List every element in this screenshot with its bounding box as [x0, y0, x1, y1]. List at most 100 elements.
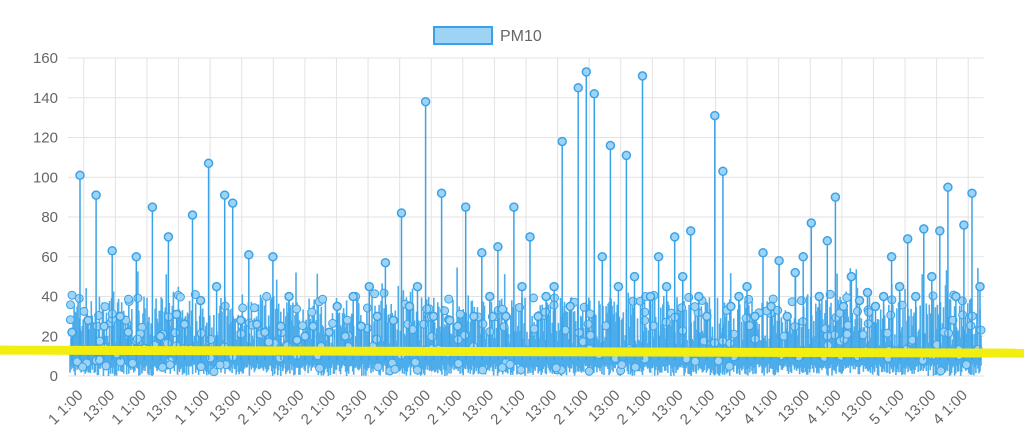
- noise-point: [936, 366, 946, 376]
- x-tick-label: 1 1:00: [45, 387, 87, 429]
- noise-point: [100, 302, 110, 312]
- noise-point: [574, 328, 584, 338]
- data-point: [943, 182, 953, 192]
- noise-point: [298, 321, 307, 331]
- data-point: [774, 255, 784, 266]
- data-point: [517, 281, 527, 292]
- data-point: [284, 291, 294, 302]
- noise-point: [132, 334, 142, 344]
- data-point: [742, 281, 752, 292]
- noise-point: [427, 332, 437, 342]
- data-point: [694, 291, 704, 302]
- noise-point: [209, 367, 219, 377]
- data-point: [219, 190, 230, 200]
- noise-point: [690, 356, 700, 366]
- data-point: [878, 291, 889, 302]
- legend-swatch-pm10[interactable]: [433, 26, 493, 45]
- noise-point: [390, 364, 400, 374]
- data-point: [581, 67, 592, 77]
- data-point: [412, 281, 423, 292]
- noise-point: [170, 328, 180, 338]
- data-point: [348, 291, 358, 302]
- data-point: [919, 224, 929, 234]
- x-tick-label: 1 1:00: [171, 387, 213, 429]
- data-point: [380, 257, 391, 268]
- noise-point: [858, 330, 868, 340]
- legend-label-pm10[interactable]: PM10: [500, 28, 542, 45]
- data-point: [372, 311, 383, 322]
- noise-point: [440, 306, 450, 316]
- data-point: [163, 232, 174, 242]
- data-point: [959, 220, 969, 230]
- noise-point: [886, 310, 896, 320]
- data-point: [621, 150, 632, 161]
- data-point: [790, 267, 800, 278]
- y-tick-label: 100: [33, 169, 58, 186]
- data-point: [653, 252, 664, 262]
- data-point: [477, 248, 487, 258]
- data-point: [308, 321, 318, 332]
- noise-point: [249, 303, 259, 313]
- noise-point: [175, 292, 185, 302]
- data-point: [75, 170, 85, 181]
- data-point: [195, 295, 206, 306]
- data-point: [814, 291, 825, 302]
- data-point: [533, 311, 543, 322]
- noise-point: [529, 324, 539, 334]
- data-point: [967, 188, 977, 198]
- noise-point: [215, 360, 225, 370]
- x-tick-label: 5 1:00: [866, 387, 908, 429]
- noise-point: [408, 325, 417, 334]
- data-point: [798, 252, 808, 262]
- data-point: [388, 315, 399, 326]
- data-point: [99, 321, 109, 332]
- data-point: [501, 311, 511, 322]
- data-point: [549, 281, 559, 292]
- noise-point: [630, 362, 640, 372]
- noise-point: [315, 363, 325, 373]
- noise-point: [165, 360, 175, 370]
- data-point: [340, 331, 350, 342]
- data-point: [452, 321, 463, 332]
- data-point: [661, 281, 672, 292]
- legend[interactable]: PM10: [433, 26, 542, 45]
- data-point: [436, 188, 447, 198]
- data-point: [782, 311, 792, 322]
- noise-point: [853, 306, 862, 316]
- noise-point: [67, 290, 77, 300]
- y-tick-label: 120: [33, 130, 58, 147]
- noise-point: [72, 357, 82, 367]
- x-tick-label: 2 1:00: [424, 387, 466, 429]
- noise-point: [961, 360, 971, 370]
- x-tick-label: 2 1:00: [298, 387, 340, 429]
- noise-point: [583, 319, 593, 329]
- noise-point: [497, 363, 507, 372]
- noise-point: [454, 359, 463, 368]
- data-point: [951, 291, 961, 302]
- data-point: [211, 281, 222, 292]
- data-point: [493, 242, 503, 252]
- data-point: [910, 291, 921, 302]
- data-point: [734, 291, 744, 302]
- noise-point: [713, 356, 723, 366]
- data-point: [268, 252, 278, 262]
- data-point: [750, 311, 760, 322]
- data-point: [637, 71, 648, 81]
- noise-point: [918, 355, 928, 365]
- threshold-line: [0, 345, 1024, 358]
- y-tick-label: 0: [50, 368, 58, 385]
- noise-point: [958, 310, 968, 320]
- data-point: [67, 327, 77, 338]
- noise-point: [128, 358, 138, 368]
- noise-point: [584, 366, 594, 376]
- data-point: [131, 252, 142, 262]
- noise-point: [370, 289, 380, 299]
- noise-point: [684, 292, 694, 302]
- data-point: [300, 331, 310, 342]
- x-tick-label: 2 1:00: [677, 387, 719, 429]
- noise-point: [585, 309, 595, 319]
- data-point: [541, 291, 551, 302]
- data-point: [806, 218, 817, 228]
- noise-point: [724, 361, 734, 371]
- x-tick-label: 2 1:00: [235, 387, 277, 429]
